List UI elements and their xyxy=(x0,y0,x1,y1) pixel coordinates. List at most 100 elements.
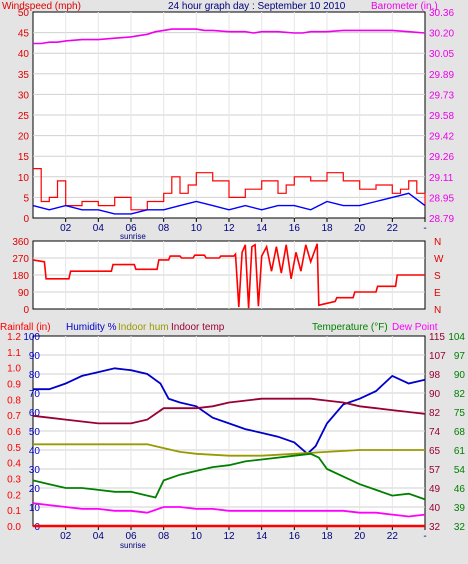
x-tick-label: - xyxy=(423,223,426,234)
windspeed-tick-label: 5 xyxy=(23,193,29,204)
temperature-secondary-tick-label: 32 xyxy=(454,522,466,533)
x-tick-label: 20 xyxy=(354,531,366,542)
windspeed-tick-label: 10 xyxy=(18,173,30,184)
temperature-tick-label: 115 xyxy=(429,332,445,343)
sunrise-label-bottom: sunrise xyxy=(120,541,146,550)
barometer-axis-label: Barometer (in.) xyxy=(371,1,438,12)
barometer-line xyxy=(33,28,426,45)
direction-tick-label: 360 xyxy=(12,237,29,248)
x-tick-label: 16 xyxy=(289,223,301,234)
temperature-tick-label: 57 xyxy=(429,465,441,476)
temperature-tick-label: 74 xyxy=(429,427,441,438)
windspeed-tick-label: 45 xyxy=(18,29,30,40)
wind-average-line xyxy=(32,192,426,215)
x-tick-label: 18 xyxy=(321,531,333,542)
rainfall-tick-label: 0.1 xyxy=(7,506,21,517)
compass-tick-label: W xyxy=(434,254,444,265)
wind-gust-line xyxy=(33,168,426,211)
wind-direction-line xyxy=(32,243,425,309)
rainfall-tick-label: 0.4 xyxy=(7,459,21,470)
barometer-tick-label: 29.58 xyxy=(429,111,454,122)
temperature-tick-label: 49 xyxy=(429,484,441,495)
temp-hum-grid xyxy=(33,336,425,526)
direction-tick-label: 0 xyxy=(23,305,29,316)
barometer-tick-label: 29.26 xyxy=(429,152,454,163)
legend-humidity: Humidity % xyxy=(66,322,117,333)
barometer-axis-ticks: 30.36 30.20 30.05 29.89 29.73 29.58 29.42 29.26… xyxy=(429,8,454,225)
windspeed-tick-label: 20 xyxy=(18,132,30,143)
temperature-tick-label: 98 xyxy=(429,370,441,381)
rainfall-tick-label: 0.6 xyxy=(7,427,21,438)
barometer-tick-label: 30.20 xyxy=(429,29,454,40)
rainfall-tick-label: 0.7 xyxy=(7,411,21,422)
x-tick-label: 22 xyxy=(387,531,399,542)
x-tick-label: 10 xyxy=(191,223,203,234)
temperature-tick-label: 107 xyxy=(429,351,446,362)
wind-direction-series xyxy=(32,243,425,309)
x-tick-label: 02 xyxy=(60,531,72,542)
humidity-tick-label: 100 xyxy=(23,332,40,343)
temperature-secondary-tick-label: 39 xyxy=(454,503,466,514)
rainfall-tick-label: 1.0 xyxy=(7,364,21,375)
temperature-tick-label: 40 xyxy=(429,503,441,514)
humidity-tick-label: 10 xyxy=(29,503,41,514)
windspeed-tick-label: 40 xyxy=(18,49,30,60)
legend-dew-point: Dew Point xyxy=(392,322,438,333)
wind-baro-grid xyxy=(33,12,425,218)
barometer-tick-label: 30.36 xyxy=(429,8,454,19)
x-tick-label: 04 xyxy=(93,223,105,234)
dew-point-line xyxy=(32,502,426,518)
humidity-tick-label: 70 xyxy=(29,389,41,400)
indoor-hum-line xyxy=(33,443,425,457)
windspeed-tick-label: 35 xyxy=(18,70,30,81)
humidity-tick-label: 50 xyxy=(29,427,41,438)
x-tick-label: 10 xyxy=(191,531,203,542)
temperature-secondary-tick-label: 97 xyxy=(454,351,466,362)
windspeed-tick-label: 15 xyxy=(18,152,30,163)
x-tick-label: 14 xyxy=(256,531,268,542)
x-tick-label: 20 xyxy=(354,223,366,234)
direction-tick-label: 90 xyxy=(18,288,30,299)
temp-hum-series xyxy=(32,367,426,528)
temperature-secondary-axis-ticks: 104 97 90 82 75 68 61 54 46 39 32 xyxy=(448,332,465,533)
humidity-tick-label: 80 xyxy=(29,370,41,381)
x-tick-label: 08 xyxy=(158,531,170,542)
chart-title: 24 hour graph day : September 10 2010 xyxy=(168,1,346,12)
humidity-line xyxy=(33,367,426,456)
temperature-secondary-tick-label: 68 xyxy=(454,427,466,438)
temperature-secondary-tick-label: 54 xyxy=(454,465,466,476)
compass-tick-label: N xyxy=(434,237,441,248)
humidity-tick-label: 20 xyxy=(29,484,41,495)
barometer-tick-label: 29.73 xyxy=(429,90,454,101)
x-tick-label: 14 xyxy=(256,223,268,234)
windspeed-tick-label: 0 xyxy=(23,214,29,225)
wind-baro-x-ticks: 02 04 06 08 10 12 14 16 18 20 22 - xyxy=(60,218,427,234)
wind-direction-grid xyxy=(33,241,425,309)
temperature-line xyxy=(32,452,426,501)
windspeed-tick-label: 30 xyxy=(18,90,30,101)
x-tick-label: 22 xyxy=(387,223,399,234)
legend-indoor-temp: Indoor temp xyxy=(171,322,225,333)
compass-tick-label: E xyxy=(434,288,441,299)
rainfall-tick-label: 0.8 xyxy=(7,395,21,406)
wind-baro-series xyxy=(32,28,426,215)
barometer-tick-label: 29.89 xyxy=(429,70,454,81)
rainfall-tick-label: 0.5 xyxy=(7,443,21,454)
x-tick-label: 06 xyxy=(125,531,137,542)
temperature-secondary-tick-label: 104 xyxy=(448,332,465,343)
wind-direction-axis-ticks: 360 270 180 90 0 xyxy=(12,237,29,316)
temperature-axis-ticks: 115 107 98 90 82 74 65 57 49 40 32 xyxy=(429,332,446,533)
direction-tick-label: 270 xyxy=(12,254,29,265)
rainfall-axis-ticks: 1.2 1.1 1.0 0.9 0.8 0.7 0.6 0.5 0.4 0.3 0.2 0.1 0.0 xyxy=(7,332,21,533)
barometer-tick-label: 28.79 xyxy=(429,214,454,225)
x-tick-label: 06 xyxy=(125,223,137,234)
legend-temperature: Temperature (°F) xyxy=(312,322,388,333)
temperature-secondary-tick-label: 82 xyxy=(454,389,466,400)
barometer-tick-label: 28.95 xyxy=(429,193,454,204)
rainfall-tick-label: 0.2 xyxy=(7,490,21,501)
compass-tick-label: N xyxy=(434,305,441,316)
x-tick-label: 12 xyxy=(223,223,235,234)
